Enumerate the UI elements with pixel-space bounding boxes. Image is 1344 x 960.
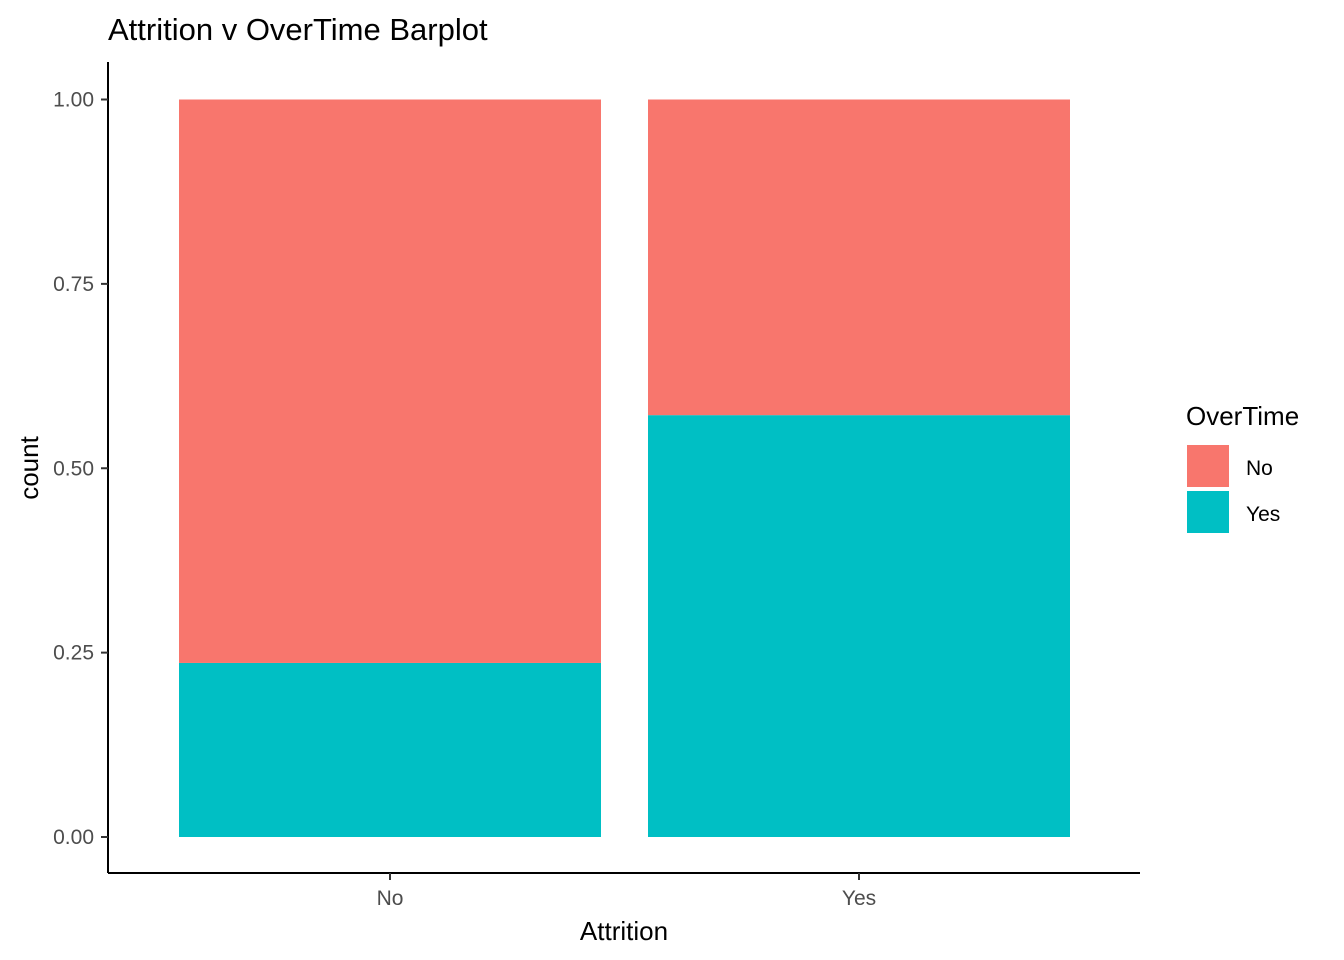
y-tick-label: 1.00 <box>53 89 94 112</box>
y-axis-title: count <box>14 435 44 499</box>
legend-swatch-yes <box>1187 491 1229 533</box>
y-tick-label: 0.75 <box>53 273 94 296</box>
legend-swatch-no <box>1187 445 1229 487</box>
bar-no-overtime-yes <box>179 662 601 837</box>
chart-title: Attrition v OverTime Barplot <box>108 12 488 47</box>
bar-yes-overtime-yes <box>648 415 1070 837</box>
y-axis: 0.00 0.25 0.50 0.75 1.00 <box>53 62 109 873</box>
x-axis-title: Attrition <box>580 916 668 946</box>
y-tick-label: 0.25 <box>53 642 94 665</box>
legend-label-no: No <box>1246 457 1273 480</box>
bar-yes-overtime-no <box>648 99 1070 416</box>
y-tick-label: 0.00 <box>53 826 94 849</box>
x-tick-label: Yes <box>842 887 876 910</box>
x-tick-label: No <box>377 887 404 910</box>
legend-title: OverTime <box>1186 401 1299 431</box>
bars-group <box>179 99 1070 837</box>
y-tick-label: 0.50 <box>53 457 94 480</box>
bar-no-overtime-no <box>179 99 601 663</box>
x-axis: No Yes <box>108 872 1140 910</box>
legend-label-yes: Yes <box>1246 503 1280 526</box>
legend: OverTime No Yes <box>1186 401 1299 533</box>
